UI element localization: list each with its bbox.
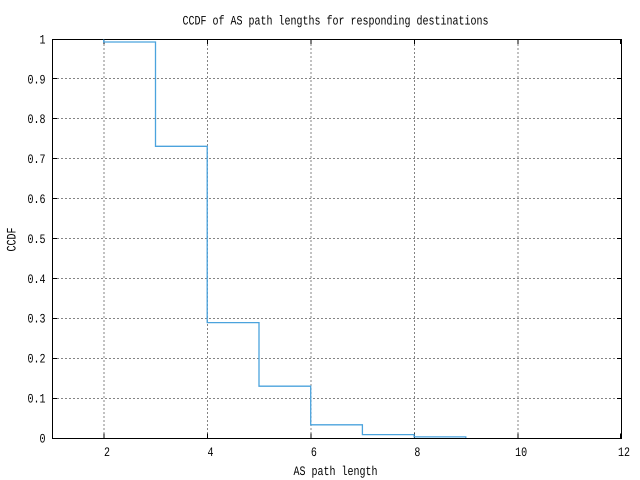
svg-text:2: 2 <box>104 447 110 461</box>
svg-text:0.1: 0.1 <box>27 393 45 407</box>
svg-text:0.2: 0.2 <box>27 354 45 368</box>
svg-text:0.7: 0.7 <box>27 154 45 168</box>
svg-text:1: 1 <box>39 34 45 48</box>
svg-text:0: 0 <box>39 433 45 447</box>
svg-text:6: 6 <box>311 447 317 461</box>
svg-text:0.5: 0.5 <box>27 234 45 248</box>
svg-text:0.8: 0.8 <box>27 114 45 128</box>
svg-text:0.9: 0.9 <box>27 74 45 88</box>
svg-text:AS path length: AS path length <box>293 464 377 480</box>
svg-text:12: 12 <box>618 447 630 461</box>
svg-text:0.6: 0.6 <box>27 194 45 208</box>
svg-text:10: 10 <box>515 447 527 461</box>
svg-text:CCDF of AS path lengths for re: CCDF of AS path lengths for responding d… <box>182 14 488 30</box>
svg-text:4: 4 <box>207 447 213 461</box>
svg-text:0.4: 0.4 <box>27 274 45 288</box>
svg-text:CCDF: CCDF <box>6 227 20 251</box>
svg-text:8: 8 <box>414 447 420 461</box>
svg-text:0.3: 0.3 <box>27 314 45 328</box>
